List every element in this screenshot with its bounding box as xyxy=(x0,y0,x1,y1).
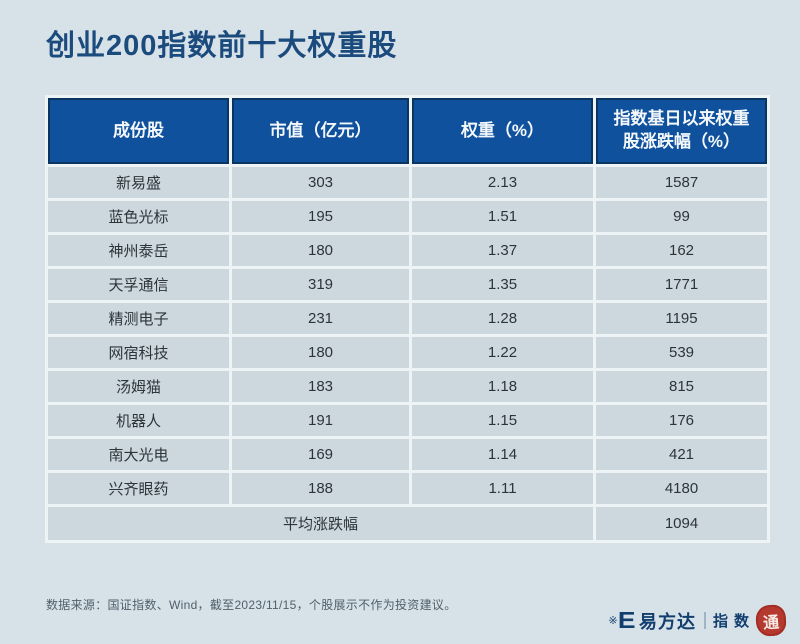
table-row: 汤姆猫 183 1.18 815 xyxy=(48,371,767,402)
product-name: 指数 xyxy=(712,613,755,630)
table-row: 蓝色光标 195 1.51 99 xyxy=(48,201,767,232)
page-title: 创业200指数前十大权重股 xyxy=(46,30,398,62)
market-cap-cell: 303 xyxy=(232,167,409,198)
market-cap-cell: 180 xyxy=(232,337,409,368)
change-cell: 539 xyxy=(596,337,767,368)
change-cell: 4180 xyxy=(596,473,767,504)
change-cell: 1195 xyxy=(596,303,767,334)
change-cell: 99 xyxy=(596,201,767,232)
change-cell: 1587 xyxy=(596,167,767,198)
stock-name-cell: 神州泰岳 xyxy=(48,235,229,266)
seal-icon: 通 xyxy=(754,603,788,638)
market-cap-cell: 195 xyxy=(232,201,409,232)
market-cap-cell: 319 xyxy=(232,269,409,300)
col-header-constituent: 成份股 xyxy=(48,98,229,164)
stock-name-cell: 精测电子 xyxy=(48,303,229,334)
col-header-weight: 权重（%） xyxy=(412,98,593,164)
stock-name-cell: 新易盛 xyxy=(48,167,229,198)
market-cap-cell: 180 xyxy=(232,235,409,266)
market-cap-cell: 183 xyxy=(232,371,409,402)
brand-logo: ※ E 易方达 指数 通 xyxy=(608,603,788,638)
weight-cell: 1.28 xyxy=(412,303,593,334)
table-row: 精测电子 231 1.28 1195 xyxy=(48,303,767,334)
change-cell: 815 xyxy=(596,371,767,402)
market-cap-cell: 231 xyxy=(232,303,409,334)
table-header-row: 成份股 市值（亿元） 权重（%） 指数基日以来权重股涨跌幅（%） xyxy=(48,98,767,164)
market-cap-cell: 191 xyxy=(232,405,409,436)
change-cell: 162 xyxy=(596,235,767,266)
stock-name-cell: 兴齐眼药 xyxy=(48,473,229,504)
col-header-market-cap: 市值（亿元） xyxy=(232,98,409,164)
top-weights-table: 成份股 市值（亿元） 权重（%） 指数基日以来权重股涨跌幅（%） 新易盛 303… xyxy=(45,95,770,543)
table-row: 新易盛 303 2.13 1587 xyxy=(48,167,767,198)
table-row: 兴齐眼药 188 1.11 4180 xyxy=(48,473,767,504)
table-row: 神州泰岳 180 1.37 162 xyxy=(48,235,767,266)
stock-name-cell: 网宿科技 xyxy=(48,337,229,368)
change-cell: 421 xyxy=(596,439,767,470)
weight-cell: 1.15 xyxy=(412,405,593,436)
summary-label-cell: 平均涨跌幅 xyxy=(48,507,593,540)
table-row: 机器人 191 1.15 176 xyxy=(48,405,767,436)
table-row: 网宿科技 180 1.22 539 xyxy=(48,337,767,368)
stock-name-cell: 天孚通信 xyxy=(48,269,229,300)
stock-name-cell: 机器人 xyxy=(48,405,229,436)
change-cell: 1771 xyxy=(596,269,767,300)
stock-name-cell: 汤姆猫 xyxy=(48,371,229,402)
weight-cell: 1.18 xyxy=(412,371,593,402)
table-row: 南大光电 169 1.14 421 xyxy=(48,439,767,470)
weight-cell: 1.22 xyxy=(412,337,593,368)
table-row: 天孚通信 319 1.35 1771 xyxy=(48,269,767,300)
efund-e-logo-icon: E xyxy=(617,607,636,633)
change-cell: 176 xyxy=(596,405,767,436)
summary-row: 平均涨跌幅 1094 xyxy=(48,507,767,540)
summary-value-cell: 1094 xyxy=(596,507,767,540)
weight-cell: 1.51 xyxy=(412,201,593,232)
stock-name-cell: 南大光电 xyxy=(48,439,229,470)
col-header-change-since-base: 指数基日以来权重股涨跌幅（%） xyxy=(596,98,767,164)
weight-cell: 2.13 xyxy=(412,167,593,198)
stock-name-cell: 蓝色光标 xyxy=(48,201,229,232)
market-cap-cell: 188 xyxy=(232,473,409,504)
source-note: 数据来源：国证指数、Wind，截至2023/11/15，个股展示不作为投资建议。 xyxy=(46,598,457,612)
weight-cell: 1.11 xyxy=(412,473,593,504)
brand-name: 易方达 xyxy=(638,611,696,632)
weight-cell: 1.37 xyxy=(412,235,593,266)
seal-character: 通 xyxy=(762,613,780,633)
market-cap-cell: 169 xyxy=(232,439,409,470)
logo-divider xyxy=(703,612,706,629)
spark-icon: ※ xyxy=(608,615,618,627)
weight-cell: 1.35 xyxy=(412,269,593,300)
weight-cell: 1.14 xyxy=(412,439,593,470)
